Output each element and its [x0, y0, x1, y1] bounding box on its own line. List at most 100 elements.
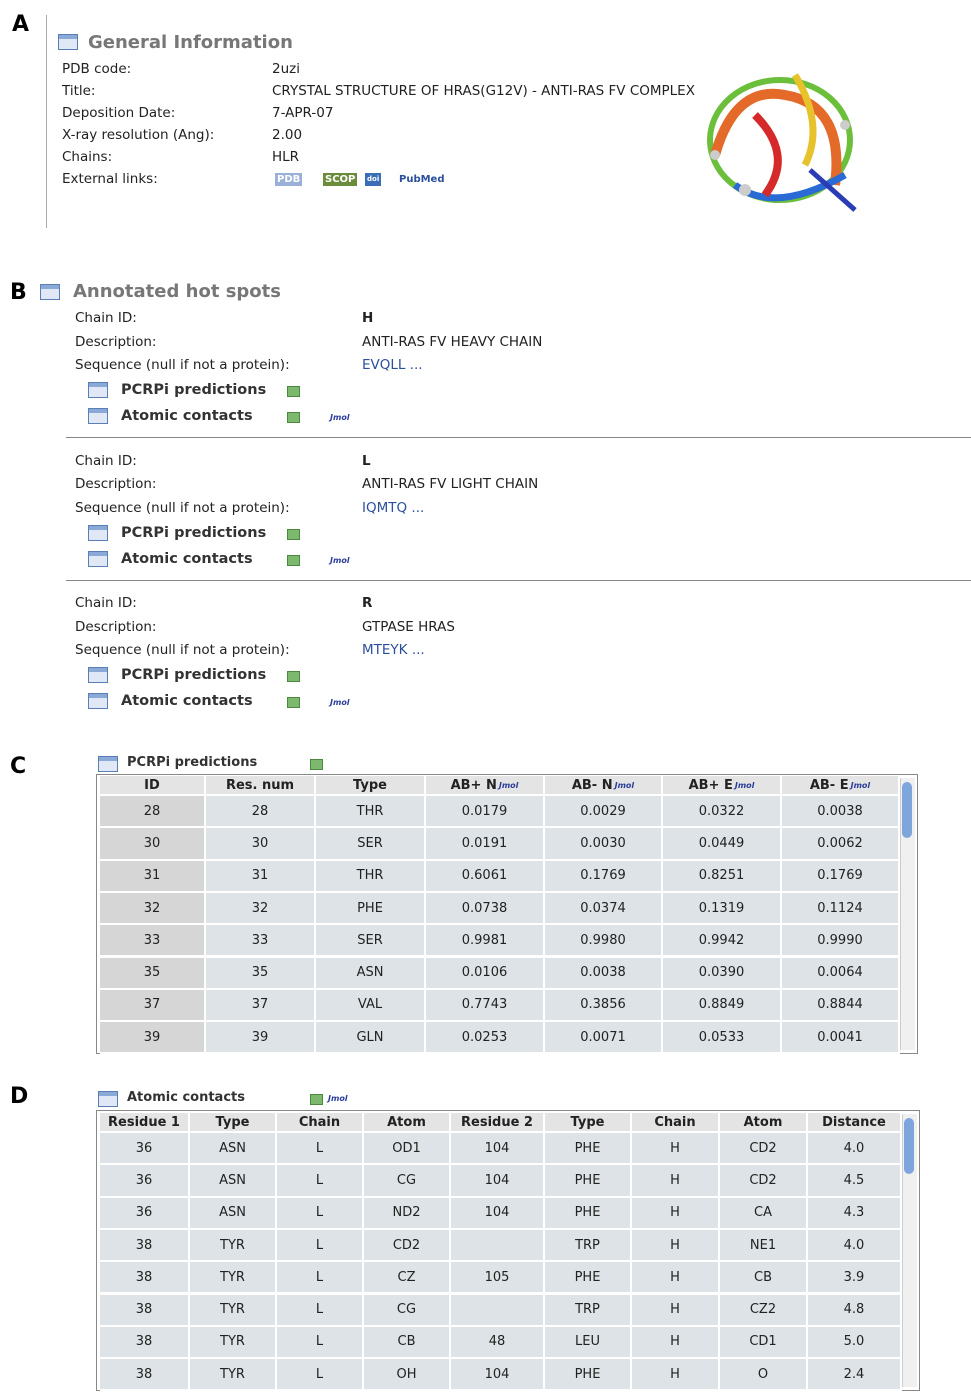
- table-cell: 31: [206, 860, 316, 893]
- table-cell: TYR: [190, 1294, 277, 1327]
- table-cell: 0.0029: [545, 796, 663, 829]
- table-cell: CD2: [720, 1165, 808, 1198]
- table-cell: 37: [206, 989, 316, 1023]
- separator: [66, 579, 971, 581]
- contacts-link[interactable]: Atomic contacts: [121, 408, 253, 424]
- field-label: Chain ID:: [75, 595, 137, 611]
- field-value: 2uzi: [272, 61, 300, 77]
- table-cell: H: [632, 1229, 720, 1263]
- table-cell: 0.1769: [782, 860, 900, 893]
- field-label: Sequence (null if not a protein):: [75, 642, 290, 658]
- table-cell: [451, 1229, 545, 1263]
- table-cell: 38: [100, 1294, 190, 1327]
- table-cell: GLN: [316, 1022, 426, 1055]
- green-icon: [287, 554, 300, 566]
- green-icon: [287, 386, 300, 397]
- table-cell: PHE: [545, 1262, 632, 1295]
- jmol-link: Jmol: [330, 413, 350, 422]
- table-cell: 30: [100, 828, 206, 861]
- table-cell: 0.7743: [426, 989, 545, 1023]
- panel-letter: C: [10, 754, 27, 779]
- table-cell: CB: [364, 1326, 451, 1360]
- table-cell: 0.9990: [782, 925, 900, 958]
- icon: [98, 756, 118, 772]
- column-header: Residue 2: [451, 1113, 545, 1133]
- table-cell: 2.4: [808, 1359, 902, 1392]
- pcrpi-link[interactable]: PCRPi predictions: [121, 524, 267, 541]
- table-cell: 28: [100, 796, 206, 829]
- table-cell: L: [277, 1326, 364, 1360]
- table-cell: H: [632, 1197, 720, 1230]
- table-cell: ASN: [316, 957, 426, 990]
- green-icon: [310, 759, 323, 770]
- structure-image: [707, 73, 857, 212]
- table-cell: PHE: [545, 1165, 632, 1198]
- external-link[interactable]: PubMed: [397, 173, 447, 186]
- table-cell: 0.0322: [663, 796, 782, 829]
- column-header: AB+ N Jmol: [426, 776, 545, 796]
- table-cell: 104: [451, 1133, 545, 1166]
- table-cell: L: [277, 1133, 364, 1166]
- scroll-thumb: [902, 782, 912, 838]
- table-cell: 0.9980: [545, 925, 663, 958]
- table-cell: H: [632, 1262, 720, 1295]
- column-header: Type: [545, 1113, 632, 1133]
- table-cell: 0.0071: [545, 1022, 663, 1055]
- table-cell: 4.5: [808, 1165, 902, 1198]
- chain-description: GTPASE HRAS: [362, 618, 455, 635]
- table-cell: L: [277, 1197, 364, 1230]
- table-cell: CG: [364, 1294, 451, 1327]
- pcrpi-link[interactable]: PCRPi predictions: [121, 667, 267, 683]
- pcrpi-link[interactable]: PCRPi predictions: [121, 382, 267, 398]
- table-cell: 39: [206, 1022, 316, 1055]
- field-label: Description:: [75, 618, 157, 635]
- table-cell: H: [632, 1294, 720, 1327]
- sequence-link[interactable]: IQMTQ ...: [362, 499, 425, 516]
- table-cell: 0.1124: [782, 892, 900, 926]
- table-cell: 0.8251: [663, 860, 782, 893]
- table-cell: 31: [100, 860, 206, 893]
- field-label: Chains:: [62, 149, 113, 165]
- external-link[interactable]: SCOP: [323, 173, 358, 186]
- table-cell: 37: [100, 989, 206, 1023]
- table-cell: 0.0030: [545, 828, 663, 861]
- separator: [66, 437, 971, 438]
- table-cell: OD1: [364, 1133, 451, 1166]
- table-cell: 39: [100, 1022, 206, 1055]
- table-cell: 3.9: [808, 1262, 902, 1295]
- table-cell: 48: [451, 1326, 545, 1360]
- table-cell: 30: [206, 828, 316, 861]
- column-header: AB- E Jmol: [782, 776, 900, 796]
- contacts-link[interactable]: Atomic contacts: [121, 693, 253, 709]
- external-link[interactable]: doi: [365, 173, 382, 186]
- table-cell: 0.1769: [545, 860, 663, 893]
- column-header: Res. num: [206, 776, 316, 796]
- table-cell: TYR: [190, 1326, 277, 1360]
- table-cell: SER: [316, 828, 426, 861]
- table-cell: TYR: [190, 1229, 277, 1263]
- table-cell: CA: [720, 1197, 808, 1230]
- contacts-link[interactable]: Atomic contacts: [121, 550, 253, 567]
- section-title: Annotated hot spots: [73, 281, 281, 302]
- table-cell: 28: [206, 796, 316, 829]
- external-link[interactable]: PDB: [275, 173, 303, 186]
- table-cell: 36: [100, 1133, 190, 1166]
- table-cell: 0.0253: [426, 1022, 545, 1055]
- green-icon: [287, 528, 300, 540]
- table-cell: 0.0374: [545, 892, 663, 926]
- table-cell: 4.0: [808, 1229, 902, 1263]
- sequence-link[interactable]: EVQLL ...: [362, 357, 423, 373]
- field-value: HLR: [272, 149, 300, 165]
- table-cell: CB: [720, 1262, 808, 1295]
- table-cell: 0.0449: [663, 828, 782, 861]
- column-header: Residue 1: [100, 1113, 190, 1133]
- table-cell: O: [720, 1359, 808, 1392]
- table-cell: ASN: [190, 1197, 277, 1230]
- sequence-link[interactable]: MTEYK ...: [362, 642, 425, 658]
- table-cell: ND2: [364, 1197, 451, 1230]
- table-cell: 0.0390: [663, 957, 782, 990]
- field-value: CRYSTAL STRUCTURE OF HRAS(G12V) - ANTI-R…: [272, 83, 695, 99]
- table-cell: CG: [364, 1165, 451, 1198]
- table-cell: 0.0191: [426, 828, 545, 861]
